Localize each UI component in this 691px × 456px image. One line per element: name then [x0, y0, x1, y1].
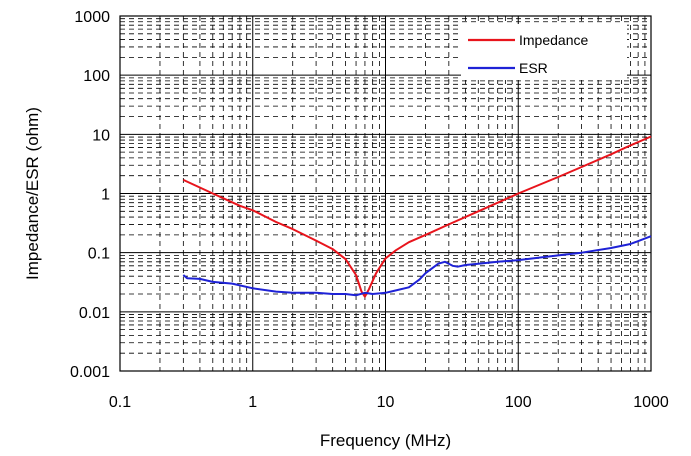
x-axis-label: Frequency (MHz) — [320, 431, 451, 450]
series-layer — [182, 135, 652, 298]
series-line-impedance — [182, 135, 652, 298]
y-tick-label: 0.1 — [88, 246, 110, 263]
legend-label-impedance: Impedance — [519, 32, 588, 48]
y-tick-label: 100 — [83, 68, 110, 85]
y-tick-label: 0.01 — [79, 305, 110, 322]
series-line-esr — [182, 235, 652, 297]
x-tick-label: 10 — [377, 394, 395, 411]
x-tick-label: 1000 — [633, 394, 669, 411]
x-tick-label: 0.1 — [109, 394, 131, 411]
y-tick-label: 1 — [101, 187, 110, 204]
x-axis-ticks: 0.1 1 10 100 1000 — [109, 394, 669, 411]
y-tick-label: 10 — [92, 127, 110, 144]
legend: Impedance ESR — [461, 24, 627, 80]
y-tick-label: 0.001 — [70, 364, 110, 381]
legend-box — [461, 24, 627, 80]
y-axis-ticks: 0.001 0.01 0.1 1 10 100 1000 — [70, 9, 110, 381]
x-tick-label: 100 — [505, 394, 532, 411]
legend-label-esr: ESR — [519, 60, 548, 76]
y-tick-label: 1000 — [74, 9, 110, 26]
major-gridlines — [120, 16, 651, 371]
x-tick-label: 1 — [248, 394, 257, 411]
plot-area-frame — [119, 15, 652, 372]
y-axis-label: Impedance/ESR (ohm) — [23, 107, 42, 280]
